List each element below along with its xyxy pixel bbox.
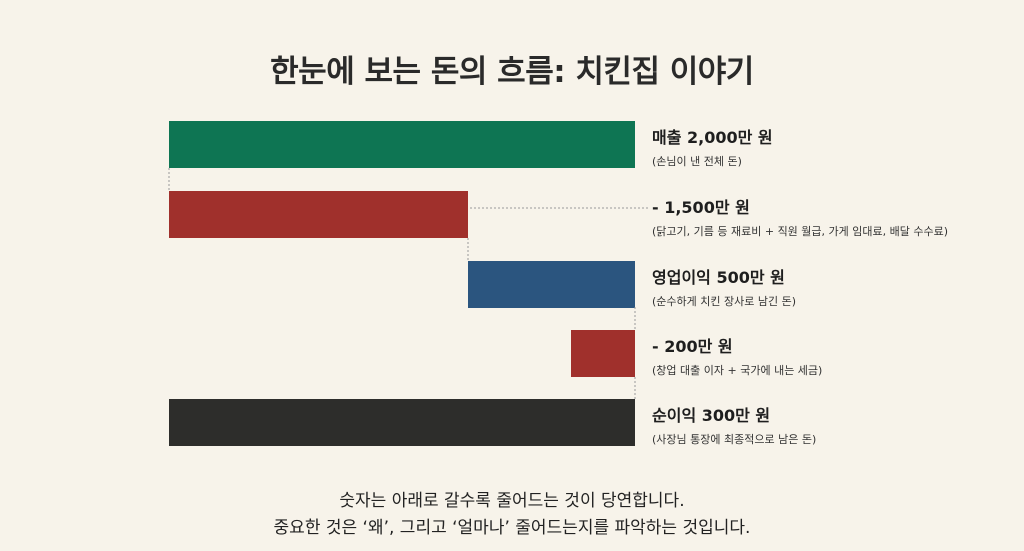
bar-note: (손님이 낸 전체 돈) <box>652 155 742 168</box>
bar-5 <box>169 399 635 446</box>
bar-note: (창업 대출 이자 + 국가에 내는 세금) <box>652 364 823 377</box>
chart-title: 한눈에 보는 돈의 흐름: 치킨집 이야기 <box>270 54 754 90</box>
bar-2 <box>169 191 468 238</box>
footer-line-1: 숫자는 아래로 갈수록 줄어드는 것이 당연합니다. <box>339 491 685 511</box>
bar-label-3: 영업이익 500만 원 (순수하게 치킨 장사로 남긴 돈) <box>652 264 796 309</box>
footer-line-2: 중요한 것은 ‘왜’, 그리고 ‘얼마나’ 줄어드는지를 파악하는 것입니다. <box>273 518 751 538</box>
bar-label-5: 순이익 300만 원 (사장님 통장에 최종적으로 남은 돈) <box>652 402 816 447</box>
bar-value-label: 영업이익 500만 원 <box>652 268 785 287</box>
bar-note: (순수하게 치킨 장사로 남긴 돈) <box>652 295 797 308</box>
bar-note: (닭고기, 기름 등 재료비 + 직원 월급, 가게 임대료, 배달 수수료) <box>652 225 949 238</box>
bar-label-4: - 200만 원 (창업 대출 이자 + 국가에 내는 세금) <box>652 333 822 378</box>
bar-1 <box>169 121 635 168</box>
bar-4 <box>571 330 635 377</box>
bar-note: (사장님 통장에 최종적으로 남은 돈) <box>652 433 817 446</box>
bar-value-label: 순이익 300만 원 <box>652 406 771 425</box>
bar-value-label: - 200만 원 <box>652 337 733 356</box>
bar-value-label: 매출 2,000만 원 <box>652 128 773 147</box>
bar-value-label: - 1,500만 원 <box>652 198 750 217</box>
bar-label-2: - 1,500만 원 (닭고기, 기름 등 재료비 + 직원 월급, 가게 임대료… <box>652 194 948 239</box>
bar-3 <box>468 261 635 308</box>
bar-label-1: 매출 2,000만 원 (손님이 낸 전체 돈) <box>652 124 773 169</box>
